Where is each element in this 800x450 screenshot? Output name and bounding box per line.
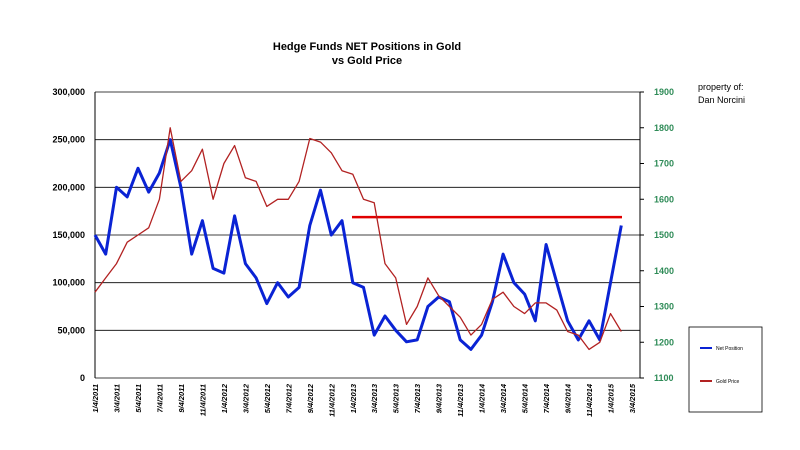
y2-tick-label: 1100 — [654, 373, 674, 383]
chart-subtitle: vs Gold Price — [332, 55, 402, 67]
y2-tick-label: 1800 — [654, 123, 674, 133]
x-tick-label: 3/4/2013 — [370, 383, 379, 413]
annotation: property of: — [698, 82, 744, 92]
x-tick-label: 1/4/2011 — [91, 384, 100, 413]
chart-title: Hedge Funds NET Positions in Gold — [273, 41, 461, 53]
x-tick-label: 9/4/2013 — [435, 383, 444, 413]
y2-tick-label: 1500 — [654, 230, 674, 240]
x-tick-label: 5/4/2013 — [392, 383, 401, 413]
x-tick-label: 5/4/2014 — [521, 383, 530, 413]
x-tick-label: 1/4/2013 — [349, 383, 358, 413]
y-tick-label: 300,000 — [52, 87, 85, 97]
x-tick-label: 11/4/2014 — [585, 383, 594, 417]
x-tick-label: 5/4/2011 — [134, 384, 143, 413]
y-tick-label: 50,000 — [57, 325, 85, 335]
y2-tick-label: 1600 — [654, 194, 674, 204]
x-tick-label: 11/4/2012 — [327, 383, 336, 417]
x-tick-label: 11/4/2011 — [198, 384, 207, 416]
x-tick-label: 3/4/2012 — [241, 383, 250, 413]
y2-tick-label: 1300 — [654, 302, 674, 312]
x-tick-label: 11/4/2013 — [456, 383, 465, 417]
y2-tick-label: 1900 — [654, 87, 674, 97]
y-tick-label: 0 — [80, 373, 85, 383]
x-tick-label: 7/4/2012 — [284, 383, 293, 413]
y-tick-label: 100,000 — [52, 278, 85, 288]
legend-label: Gold Price — [716, 379, 740, 385]
y-tick-label: 250,000 — [52, 135, 85, 145]
x-tick-label: 7/4/2011 — [155, 384, 164, 413]
x-tick-label: 1/4/2014 — [478, 383, 487, 413]
x-tick-label: 1/4/2015 — [607, 383, 616, 413]
x-tick-label: 7/4/2013 — [413, 383, 422, 413]
y2-tick-label: 1700 — [654, 159, 674, 169]
y2-tick-label: 1200 — [654, 337, 674, 347]
x-tick-label: 7/4/2014 — [542, 383, 551, 413]
x-tick-label: 3/4/2014 — [499, 383, 508, 413]
series-line — [93, 138, 623, 351]
x-tick-label: 9/4/2011 — [177, 384, 186, 413]
x-tick-label: 3/4/2011 — [112, 384, 121, 413]
x-tick-label: 5/4/2012 — [263, 383, 272, 413]
x-tick-label: 1/4/2012 — [220, 383, 229, 413]
legend-box — [688, 326, 763, 413]
legend-label: Net Position — [716, 346, 743, 352]
y-tick-label: 200,000 — [52, 182, 85, 192]
y-tick-label: 150,000 — [52, 230, 85, 240]
y2-tick-label: 1400 — [654, 266, 674, 276]
x-tick-label: 3/4/2015 — [628, 383, 637, 413]
x-tick-label: 9/4/2012 — [306, 383, 315, 413]
x-tick-label: 9/4/2014 — [564, 383, 573, 413]
annotation: Dan Norcini — [698, 95, 745, 105]
series-line — [94, 127, 622, 351]
